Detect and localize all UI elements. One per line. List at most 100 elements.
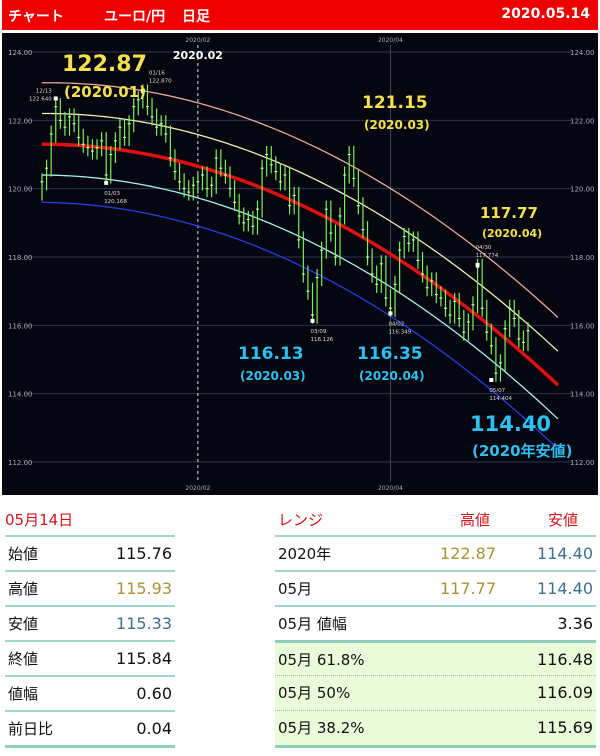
chart-label: チャート [8,9,64,25]
row-label: 2020年 [278,545,332,563]
x-tick-bottom: 2020/02 [185,485,210,492]
price-chart: 124.00 124.00 122.00 122.00 120.00 120.00 118.… [2,33,598,495]
row-label: 05月 値幅 [278,615,347,633]
y-tick-left: 112.00 [8,459,33,467]
header-date: 2020.05.14 [501,6,590,22]
annotation-period: (2020.04) [359,369,425,383]
marker-point [53,96,58,101]
daily-row: 値幅 0.60 [5,675,175,710]
band-line [41,112,559,352]
col-high: 高値 [459,511,490,529]
cursor-label: 2020.02 [173,49,223,62]
row-high: 117.77 [440,579,496,598]
marker-date: 01/16 [149,71,165,77]
marker-point [489,378,494,382]
band-line [41,82,559,318]
range-row: 05月 値幅 3.36 [275,605,596,640]
range-row: 05月 61.8% 116.48 [275,640,596,675]
y-tick-right: 122.00 [570,117,595,125]
annotation-value: 114.40 [470,412,551,436]
marker-point [140,88,145,93]
row-value: 115.84 [116,649,172,668]
x-tick-top: 2020/02 [185,37,210,44]
marker-point [104,180,109,185]
row-value: 115.33 [116,614,172,633]
row-label: 始値 [8,545,39,563]
y-tick-left: 116.00 [8,322,33,330]
marker-date: 01/03 [104,191,120,197]
row-low: 115.69 [537,718,593,737]
marker-date: 05/07 [489,388,505,394]
annotation-value: 116.13 [238,344,304,364]
marker-date: 04/30 [476,245,492,251]
marker-value: 122.640 [29,96,52,102]
range-row: 05月 50% 116.09 [275,675,596,710]
marker-point [475,262,480,267]
row-low: 114.40 [537,544,593,563]
header-bar: チャート ユーロ/円 日足 2020.05.14 [2,0,598,30]
annotation-value: 116.35 [357,344,423,364]
daily-row: 高値 115.93 [5,570,175,605]
marker-point [310,318,315,323]
marker-date: 12/13 [36,88,52,94]
row-value: 115.93 [116,579,172,598]
range-row: 05月 117.77 114.40 [275,570,596,605]
annotation-value: 122.87 [62,52,147,77]
row-low: 116.48 [537,650,593,669]
range-row: 2020年 122.87 114.40 [275,535,596,570]
row-value: 0.60 [136,684,172,703]
y-tick-left: 114.00 [8,391,33,399]
chart-svg: 124.00 124.00 122.00 122.00 120.00 120.00 118.… [8,37,595,492]
annotation-period: (2020.03) [240,369,306,383]
row-label: 高値 [8,580,39,598]
y-tick-right: 118.00 [570,254,595,262]
band-line [41,174,559,420]
daily-row: 始値 115.76 [5,535,175,570]
marker-value: 116.126 [311,337,334,343]
annotation-value: 121.15 [362,93,428,113]
row-label: 安値 [8,615,39,633]
row-label: 終値 [8,650,39,668]
marker-value: 120.168 [104,199,127,205]
row-label: 05月 [278,580,313,598]
timeframe: 日足 [182,9,210,25]
row-low: 3.36 [557,614,593,633]
marker-value: 114.404 [489,396,512,402]
row-high: 122.87 [440,544,496,563]
y-tick-left: 124.00 [8,49,33,57]
x-tick-bottom: 2020/04 [378,485,403,492]
daily-row: 前日比 0.04 [5,710,175,745]
y-tick-left: 120.00 [8,186,33,194]
marker-value: 122.870 [149,79,172,85]
row-label: 05月 38.2% [278,719,365,737]
y-tick-left: 118.00 [8,254,33,262]
marker-date: 03/09 [311,329,327,335]
marker-value: 116.349 [388,329,411,335]
daily-row: 終値 115.84 [5,640,175,675]
y-tick-right: 112.00 [570,459,595,467]
daily-title: 05月14日 [5,511,74,529]
marker-point [388,311,393,316]
daily-row: 安値 115.33 [5,605,175,640]
annotation-value: 117.77 [480,204,538,222]
row-low: 114.40 [537,579,593,598]
row-low: 116.09 [537,683,593,702]
row-value: 115.76 [116,544,172,563]
y-tick-right: 120.00 [570,186,595,194]
row-label: 05月 61.8% [278,651,365,669]
row-label: 05月 50% [278,684,351,702]
y-tick-left: 122.00 [8,117,33,125]
currency-pair: ユーロ/円 [104,9,166,25]
y-tick-right: 124.00 [570,49,595,57]
col-low: 安値 [547,511,578,529]
row-label: 値幅 [8,685,39,703]
band-line [41,201,559,450]
range-row: 05月 38.2% 115.69 [275,710,596,745]
x-tick-top: 2020/04 [378,37,403,44]
y-tick-right: 114.00 [570,391,595,399]
row-label: 前日比 [8,720,54,738]
band-line [41,142,560,387]
daily-table: 05月14日 始値 115.76 高値 115.93 安値 115.33 終値 115.84 値… [5,505,175,748]
annotation-period: (2020.01) [64,83,146,101]
annotation-period: (2020年安値) [472,442,572,460]
